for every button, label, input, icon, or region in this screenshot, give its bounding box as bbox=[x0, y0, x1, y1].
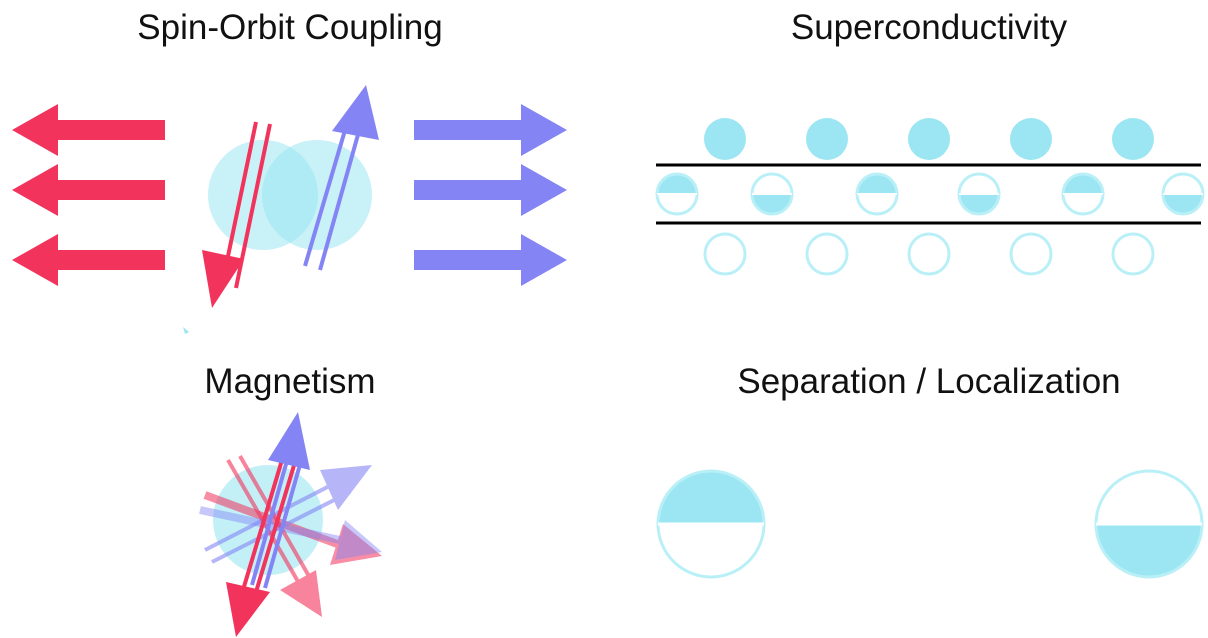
faded-spin-down-arrow-icon bbox=[203, 491, 382, 565]
spin-orbit-title: Spin-Orbit Coupling bbox=[137, 8, 443, 47]
electron-filled-icon bbox=[806, 118, 848, 160]
electron-filled-icon bbox=[1010, 118, 1052, 160]
pair-bottom-filled-icon bbox=[1161, 172, 1205, 216]
magnetism-title: Magnetism bbox=[204, 362, 376, 401]
spin-up-arrow-icon bbox=[303, 85, 379, 271]
hole-outline-icon bbox=[1111, 232, 1155, 276]
pair-top-filled-icon bbox=[855, 172, 899, 216]
superconductivity-title: Superconductivity bbox=[790, 8, 1068, 47]
magnetism-panel bbox=[199, 412, 382, 637]
localized-bottom-filled-icon bbox=[1094, 469, 1204, 579]
electron-filled-icon bbox=[1112, 118, 1154, 160]
superconductivity-panel bbox=[655, 118, 1205, 276]
pair-top-filled-icon bbox=[655, 172, 699, 216]
right-arrow-icon bbox=[414, 234, 567, 286]
pair-bottom-filled-icon bbox=[957, 172, 1001, 216]
left-arrow-group bbox=[12, 104, 165, 286]
spin-orbit-panel bbox=[12, 85, 567, 334]
hole-outline-icon bbox=[805, 232, 849, 276]
orbital-circle bbox=[262, 140, 372, 250]
pair-bottom-filled-icon bbox=[750, 172, 794, 216]
spin-up-arrow-icon bbox=[250, 412, 310, 589]
electron-filled-icon bbox=[908, 118, 950, 160]
half-filled-pair-row bbox=[655, 172, 1205, 216]
hole-outline-icon bbox=[907, 232, 951, 276]
empty-hole-row bbox=[703, 232, 1155, 276]
pair-top-filled-icon bbox=[1061, 172, 1105, 216]
localized-top-filled-icon bbox=[656, 469, 766, 579]
electron-filled-icon bbox=[704, 118, 746, 160]
hole-outline-icon bbox=[703, 232, 747, 276]
hole-outline-icon bbox=[1009, 232, 1053, 276]
spin-down-arrow-icon bbox=[202, 121, 272, 308]
filled-electron-row bbox=[704, 118, 1154, 160]
separation-panel bbox=[656, 469, 1204, 579]
separation-title: Separation / Localization bbox=[737, 362, 1121, 401]
left-arrow-icon bbox=[12, 164, 165, 216]
left-arrow-icon bbox=[12, 104, 165, 156]
right-arrow-group bbox=[414, 104, 567, 286]
right-arrow-icon bbox=[414, 164, 567, 216]
left-arrow-icon bbox=[12, 234, 165, 286]
spin-down-arrow-icon bbox=[226, 459, 297, 637]
small-triangle-icon bbox=[183, 327, 189, 334]
right-arrow-icon bbox=[414, 104, 567, 156]
